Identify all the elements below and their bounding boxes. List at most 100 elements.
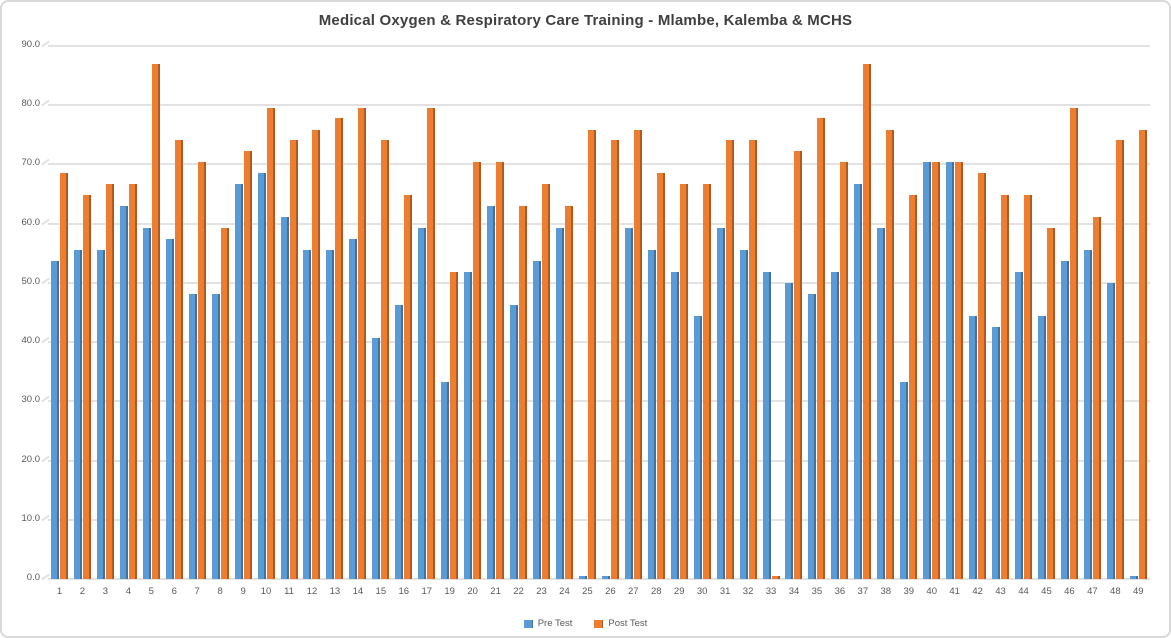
x-axis-label: 40 <box>926 586 937 597</box>
y-axis-label: 50.0 <box>21 275 41 287</box>
bar-pre-test <box>601 576 610 579</box>
bar-pre-test <box>464 271 473 579</box>
bar-group: 15 <box>369 46 392 597</box>
bar-group: 42 <box>966 46 989 597</box>
x-axis-label: 12 <box>306 586 318 597</box>
bar-post-test <box>1046 227 1055 579</box>
bar-group: 48 <box>1104 46 1127 597</box>
gridline: 20.0 <box>22 454 1150 465</box>
bar-pre-test <box>119 205 128 579</box>
y-axis-label: 30.0 <box>21 394 41 406</box>
x-axis-label: 4 <box>125 586 131 597</box>
bar-group: 45 <box>1035 46 1058 597</box>
y-axis-label: 10.0 <box>21 512 41 524</box>
bar-post-test <box>59 173 68 579</box>
bar-post-test <box>748 140 757 579</box>
post-test-swatch-icon <box>594 619 604 628</box>
bar-pre-test <box>418 227 427 579</box>
bar-post-test <box>1092 217 1101 579</box>
bar-post-test <box>1069 107 1078 579</box>
bar-pre-test <box>578 576 587 579</box>
bar-post-test <box>174 140 183 579</box>
bar-pre-test <box>900 381 909 579</box>
bar-pre-test <box>532 260 541 579</box>
bar-pre-test <box>257 173 266 579</box>
x-axis-label: 27 <box>628 586 639 597</box>
x-axis-label: 21 <box>490 586 501 597</box>
x-axis-label: 31 <box>719 586 731 597</box>
bar-pre-test <box>1083 249 1092 579</box>
legend: Pre Test Post Test <box>2 618 1169 629</box>
x-axis-label: 47 <box>1087 586 1098 597</box>
chart-title: Medical Oxygen & Respiratory Care Traini… <box>318 12 853 29</box>
x-axis-label: 33 <box>765 586 777 597</box>
y-axis-label: 60.0 <box>21 216 41 228</box>
bar-pre-test <box>349 239 358 579</box>
x-axis-label: 30 <box>696 586 708 597</box>
x-axis-label: 16 <box>398 586 410 597</box>
bar-pre-test <box>280 217 289 579</box>
bar-group: 27 <box>622 46 645 597</box>
bar-pre-test <box>165 239 174 579</box>
bar-group: 44 <box>1012 46 1035 597</box>
bar-group: 28 <box>645 46 668 597</box>
x-axis-label: 26 <box>605 586 616 597</box>
bar-post-test <box>702 184 711 579</box>
bar-post-test <box>541 184 550 579</box>
bar-post-test <box>197 162 206 579</box>
bar-post-test <box>289 140 298 579</box>
x-axis-label: 46 <box>1064 586 1075 597</box>
bar-pre-test <box>647 249 656 579</box>
bar-group: 34 <box>783 46 806 597</box>
bar-group: 25 <box>576 46 599 597</box>
bar-post-test <box>358 107 367 579</box>
bar-pre-test <box>946 162 955 579</box>
x-axis-label: 11 <box>284 586 294 597</box>
legend-label-pre-test: Pre Test <box>537 618 573 629</box>
x-axis-label: 2 <box>79 586 86 597</box>
bar-group: 9 <box>232 46 255 597</box>
bar-post-test <box>128 184 137 579</box>
x-axis-label: 37 <box>857 586 869 597</box>
bar-pre-test <box>1037 316 1046 579</box>
x-axis-label: 48 <box>1110 586 1121 597</box>
bar-group: 3 <box>94 46 117 597</box>
gridline: 80.0 <box>22 98 1150 109</box>
y-axis-label: 20.0 <box>21 453 41 465</box>
bar-group: 30 <box>691 46 714 597</box>
y-axis-label: 80.0 <box>21 98 41 110</box>
bar-pre-test <box>808 294 817 579</box>
bar-post-test <box>679 184 688 579</box>
legend-label-post-test: Post Test <box>608 618 648 629</box>
x-axis-label: 28 <box>650 586 662 597</box>
bar-group: 35 <box>805 46 828 597</box>
bar-group: 40 <box>920 46 943 597</box>
bar-post-test <box>1115 140 1124 579</box>
bar-group: 13 <box>323 46 346 597</box>
x-axis-label: 32 <box>742 586 754 597</box>
bar-pre-test <box>831 271 840 579</box>
bar-pre-test <box>1015 271 1023 579</box>
bar-pre-test <box>785 282 794 579</box>
gridline: 70.0 <box>22 157 1150 168</box>
bar-group: 43 <box>989 46 1012 597</box>
bar-group: 17 <box>415 46 438 597</box>
bar-group: 29 <box>668 46 691 597</box>
bar-post-test <box>886 129 895 579</box>
x-axis-label: 17 <box>421 586 433 597</box>
bar-pre-test <box>1060 260 1069 579</box>
bar-group: 5 <box>140 46 163 597</box>
gridline: 10.0 <box>22 513 1150 524</box>
x-axis-label: 23 <box>536 586 547 597</box>
bar-pre-test <box>1106 282 1115 579</box>
x-axis-label: 8 <box>217 586 223 597</box>
bar-pre-test <box>969 316 978 579</box>
bar-group: 33 <box>760 46 783 597</box>
x-axis-label: 7 <box>194 586 200 597</box>
gridline: 60.0 <box>22 217 1150 228</box>
bar-pre-test <box>73 249 82 579</box>
bar-group: 39 <box>897 46 920 597</box>
bar-group: 2 <box>71 46 94 597</box>
bar-post-test <box>725 140 734 579</box>
y-axis-label: 90.0 <box>21 39 41 50</box>
